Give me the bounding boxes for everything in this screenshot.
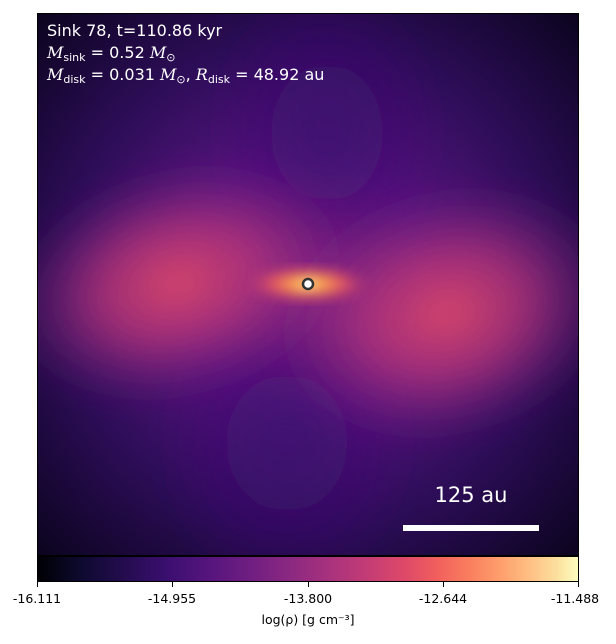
- colorbar-tick: [308, 582, 309, 587]
- mass-subscript: sink: [63, 51, 86, 64]
- colorbar: [37, 556, 579, 582]
- colorbar-tick: [172, 582, 173, 587]
- disk-mass-unit-subscript: ⊙: [176, 73, 186, 86]
- disk-mass-symbol: M: [47, 65, 64, 84]
- sink-mass-line: Msink = 0.52 M⊙: [47, 43, 175, 68]
- colorbar-tick-label: -13.800: [283, 591, 333, 606]
- disk-radius-subscript: disk: [207, 73, 230, 86]
- mass-unit-subscript: ⊙: [166, 51, 176, 64]
- disk-mass-subscript: disk: [63, 73, 86, 86]
- scalebar: [403, 525, 539, 531]
- mass-symbol: M: [47, 43, 64, 62]
- scalebar-label: 125 au: [434, 483, 508, 507]
- disk-mass-value: = 0.031: [90, 65, 155, 84]
- sink-marker: [301, 277, 315, 291]
- colorbar-label: log(ρ) [g cm⁻³]: [261, 612, 355, 627]
- mass-value: = 0.52: [90, 43, 145, 62]
- sink-title: Sink 78, t=110.86 kyr: [47, 21, 223, 40]
- density-map-image: [37, 13, 579, 556]
- colorbar-tick-label: -11.488: [550, 591, 600, 606]
- disk-mass-unit: M: [160, 65, 177, 84]
- right-lobe: [269, 179, 579, 447]
- density-map: Sink 78, t=110.86 kyr Msink = 0.52 M⊙ Md…: [37, 13, 579, 556]
- colorbar-tick-label: -16.111: [12, 591, 62, 606]
- colorbar-tick: [578, 582, 579, 587]
- mass-unit: M: [149, 43, 167, 62]
- colorbar-tick-label: -14.955: [147, 591, 197, 606]
- colorbar-tick-label: -12.644: [418, 591, 468, 606]
- left-lobe: [37, 158, 354, 408]
- colorbar-tick: [443, 582, 444, 587]
- disk-properties-line: Mdisk = 0.031 M⊙, Rdisk = 48.92 au: [47, 65, 325, 86]
- disk-radius-symbol: R: [195, 65, 208, 84]
- colorbar-tick: [37, 582, 38, 587]
- disk-radius-value: = 48.92 au: [235, 65, 325, 84]
